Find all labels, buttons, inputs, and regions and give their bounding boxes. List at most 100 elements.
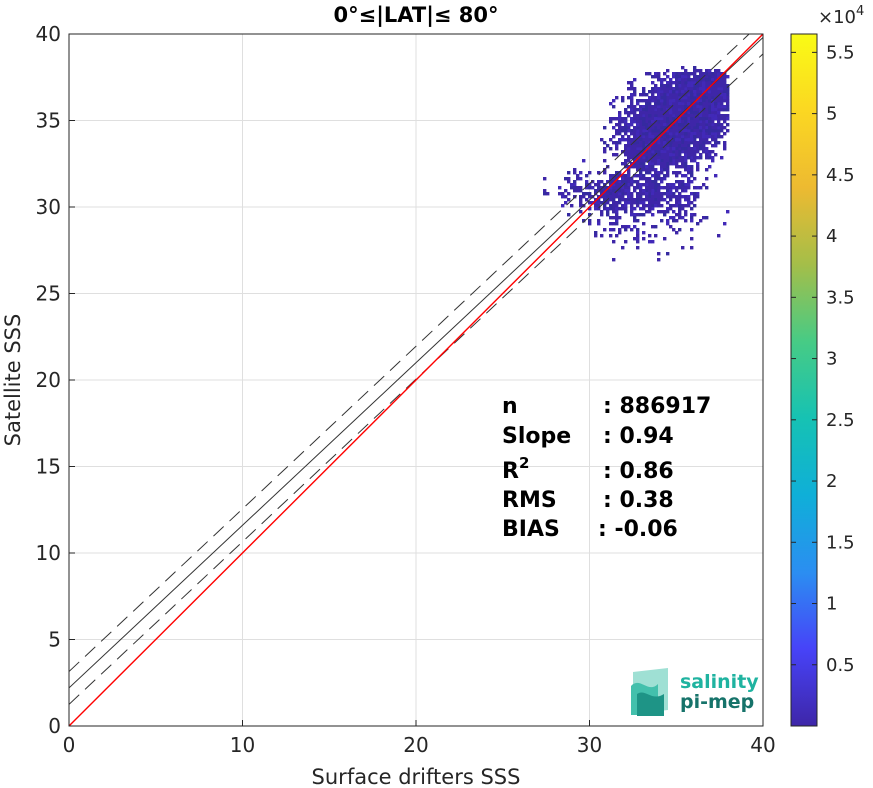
density-cell (618, 138, 622, 142)
density-cell (648, 108, 652, 112)
density-cell (633, 147, 637, 151)
density-cell (660, 192, 664, 196)
density-cell (723, 132, 727, 136)
density-cell (630, 138, 634, 142)
density-cell (678, 135, 682, 139)
x-axis-ticks: 0 10 20 30 40 (63, 720, 776, 757)
density-cell (681, 114, 685, 118)
density-cell (645, 147, 649, 151)
density-cell (624, 189, 628, 193)
density-cell (624, 207, 628, 211)
density-cell (714, 132, 718, 136)
density-cell (570, 183, 574, 187)
density-cell (714, 75, 718, 79)
density-cell (615, 186, 619, 190)
density-cell (609, 189, 613, 193)
density-cell (636, 231, 640, 235)
density-cell (711, 123, 715, 127)
density-cell (654, 114, 658, 118)
density-cell (657, 204, 661, 208)
density-cell (600, 201, 604, 205)
density-cell (615, 123, 619, 127)
density-cell (576, 186, 580, 190)
density-cell (657, 120, 661, 124)
density-cell (645, 183, 649, 187)
density-cell (690, 126, 694, 130)
density-cell (630, 195, 634, 199)
density-cell (678, 228, 682, 232)
density-cell (708, 69, 712, 73)
density-cell (681, 246, 685, 250)
density-cell (648, 210, 652, 214)
density-cell (573, 183, 577, 187)
density-cell (627, 168, 631, 172)
density-cell (687, 129, 691, 133)
density-cell (705, 126, 709, 130)
density-cell (633, 111, 637, 115)
density-cell (615, 219, 619, 223)
density-cell (714, 72, 718, 76)
density-cell (630, 198, 634, 202)
density-cell (654, 72, 658, 76)
density-cell (711, 132, 715, 136)
density-cell (639, 165, 643, 169)
density-cell (588, 219, 592, 223)
density-cell (678, 72, 682, 76)
density-cell (699, 126, 703, 130)
density-cell (654, 87, 658, 91)
density-cell (684, 159, 688, 163)
density-cell (723, 84, 727, 88)
density-cell (609, 234, 613, 238)
density-cell (675, 108, 679, 112)
density-cell (570, 204, 574, 208)
density-cell (573, 171, 577, 175)
density-cell (711, 93, 715, 97)
density-cell (657, 144, 661, 148)
density-cell (624, 123, 628, 127)
logo-line2: pi-mep (680, 691, 754, 713)
density-cell (669, 150, 673, 154)
density-cell (651, 147, 655, 151)
density-cell (687, 117, 691, 121)
density-cell (576, 177, 580, 181)
density-cell (651, 186, 655, 190)
density-cell (684, 69, 688, 73)
density-cell (651, 192, 655, 196)
density-cell (666, 117, 670, 121)
density-cell (723, 75, 727, 79)
density-cell (612, 117, 616, 121)
density-cell (681, 90, 685, 94)
density-cell (705, 186, 709, 190)
density-cell (684, 219, 688, 223)
density-cell (705, 93, 709, 97)
density-cell (612, 126, 616, 130)
density-cell (651, 240, 655, 244)
density-cell (657, 171, 661, 175)
density-cell (654, 159, 658, 163)
density-cell (630, 204, 634, 208)
density-cell (615, 153, 619, 157)
density-cell (651, 93, 655, 97)
density-cell (681, 75, 685, 79)
density-cell (636, 123, 640, 127)
stat-value: : 0.38 (603, 488, 674, 513)
density-cell (582, 192, 586, 196)
density-cell (633, 216, 637, 220)
density-cell (678, 132, 682, 136)
density-cell (693, 69, 697, 73)
density-cell (645, 150, 649, 154)
density-cell (681, 141, 685, 145)
density-cell (660, 141, 664, 145)
density-cell (702, 141, 706, 145)
density-cell (672, 153, 676, 157)
density-cell (708, 102, 712, 106)
density-cell (612, 222, 616, 226)
density-cell (678, 120, 682, 124)
density-cell (672, 123, 676, 127)
density-cell (654, 198, 658, 202)
density-cell (693, 129, 697, 133)
density-cell (660, 126, 664, 130)
density-cell (663, 123, 667, 127)
density-cell (714, 141, 718, 145)
density-cell (660, 108, 664, 112)
